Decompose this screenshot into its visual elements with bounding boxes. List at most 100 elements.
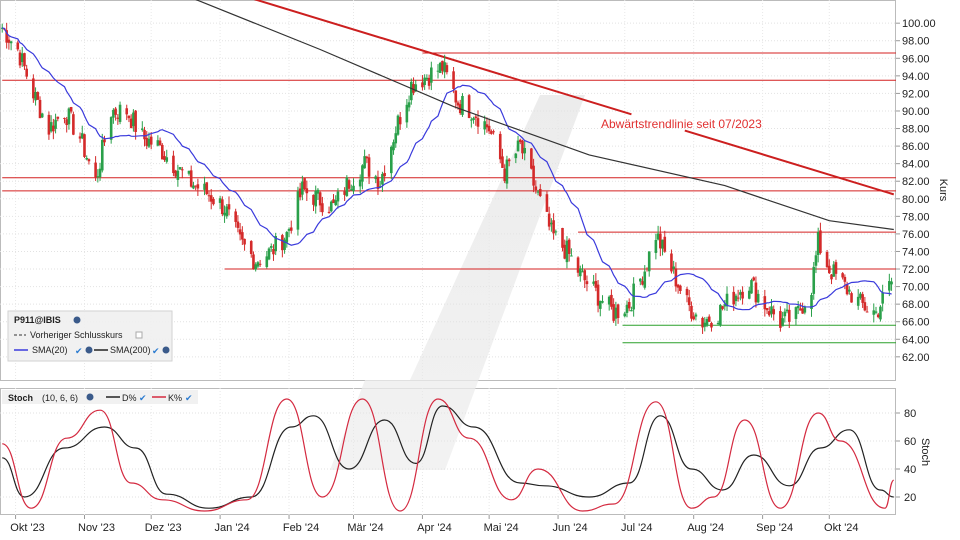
candle-body <box>750 280 753 294</box>
candle-body <box>881 292 884 304</box>
candle-body <box>32 78 35 99</box>
candle-body <box>405 104 409 123</box>
price-tick-label: 80.00 <box>902 194 930 206</box>
candle-body <box>38 99 42 119</box>
candle-body <box>209 195 213 202</box>
price-tick-label: 82.00 <box>902 176 930 188</box>
date-tick-label: Jul '24 <box>621 522 652 534</box>
candle-body <box>327 211 331 213</box>
settings-icon[interactable] <box>73 316 81 324</box>
candle-body <box>554 231 558 233</box>
candle-body <box>5 30 8 43</box>
price-legend: P911@IBIS Vorheriger Schlusskurs SMA(20)… <box>7 310 173 362</box>
candle-body <box>287 228 291 231</box>
candle-body <box>85 157 89 160</box>
candle-body <box>610 294 613 307</box>
candle-body <box>890 281 893 285</box>
date-tick-label: Okt '23 <box>10 522 45 534</box>
candle-body <box>643 271 647 288</box>
candle-body <box>376 176 380 189</box>
candle-body <box>258 263 262 265</box>
candle-body <box>627 302 631 309</box>
stoch-d-line <box>2 405 894 509</box>
candle-body <box>390 146 393 174</box>
candle-body <box>794 307 798 319</box>
candle-body <box>850 293 853 303</box>
settings-icon[interactable] <box>162 346 170 354</box>
candle-body <box>521 140 524 154</box>
candle-body <box>381 173 384 185</box>
candle-body <box>65 119 68 126</box>
candle-body <box>378 186 382 188</box>
candle-body <box>454 90 458 103</box>
candle-body <box>659 233 662 249</box>
date-tick-label: Apr '24 <box>417 522 452 534</box>
candle-body <box>56 116 60 119</box>
candle-body <box>552 220 555 234</box>
candle-body <box>612 304 615 321</box>
candle-body <box>63 117 66 119</box>
candle-body <box>614 307 618 319</box>
price-tick-label: 86.00 <box>902 141 930 153</box>
check-icon[interactable]: ✔ <box>139 393 147 403</box>
candle-body <box>803 306 807 313</box>
candle-body <box>165 157 169 162</box>
stoch-k-line <box>2 398 895 512</box>
candle-body <box>430 67 433 83</box>
candle-body <box>492 131 495 133</box>
candle-body <box>265 256 269 268</box>
candle-body <box>249 241 253 254</box>
settings-icon[interactable] <box>85 346 93 354</box>
candle-body <box>163 156 166 160</box>
legend-d: D% <box>122 393 137 403</box>
candle-body <box>801 308 804 314</box>
price-tick-label: 98.00 <box>902 36 930 48</box>
candle-body <box>799 308 802 311</box>
price-tick-label: 76.00 <box>902 229 930 241</box>
candle-body <box>741 291 744 299</box>
candle-body <box>98 168 102 178</box>
stoch-tick-label: 20 <box>904 492 916 504</box>
candle-body <box>645 268 649 270</box>
candle-body <box>785 309 789 312</box>
settings-icon[interactable] <box>86 393 94 401</box>
candle-body <box>172 155 175 174</box>
candle-body <box>40 113 44 118</box>
candle-body <box>536 191 540 193</box>
downtrend-line <box>253 0 895 196</box>
candle-body <box>623 313 627 317</box>
candle-body <box>241 232 244 240</box>
candle-body <box>272 249 275 255</box>
check-icon[interactable]: ✔ <box>75 346 83 356</box>
candle-body <box>36 92 40 100</box>
candle-body <box>423 77 426 86</box>
candle-body <box>392 142 395 151</box>
legend-symbol: P911@IBIS <box>14 315 61 325</box>
candle-body <box>20 53 24 63</box>
stoch-axis: 80 60 40 20 <box>896 408 916 504</box>
check-icon[interactable]: ✔ <box>185 393 193 403</box>
candle-body <box>256 262 260 267</box>
candle-body <box>532 165 535 186</box>
candle-body <box>365 156 369 159</box>
candle-body <box>734 295 738 302</box>
candle-body <box>461 96 464 115</box>
sma200-line <box>195 0 894 231</box>
candle-body <box>707 316 711 322</box>
checkbox-icon[interactable] <box>135 331 143 339</box>
candle-body <box>594 280 598 288</box>
legend-prev-close: Vorheriger Schlusskurs <box>30 330 123 340</box>
candle-body <box>456 102 460 106</box>
candle-body <box>7 39 11 43</box>
candle-body <box>843 276 847 282</box>
candle-body <box>238 229 242 235</box>
candle-body <box>398 117 402 125</box>
check-icon[interactable]: ✔ <box>152 346 160 356</box>
candle-body <box>530 148 533 169</box>
candle-body <box>747 290 751 299</box>
candle-body <box>80 133 84 139</box>
price-tick-label: 62.00 <box>902 352 930 364</box>
candle-body <box>425 77 429 80</box>
candle-body <box>876 314 880 318</box>
price-tick-label: 96.00 <box>902 53 930 65</box>
